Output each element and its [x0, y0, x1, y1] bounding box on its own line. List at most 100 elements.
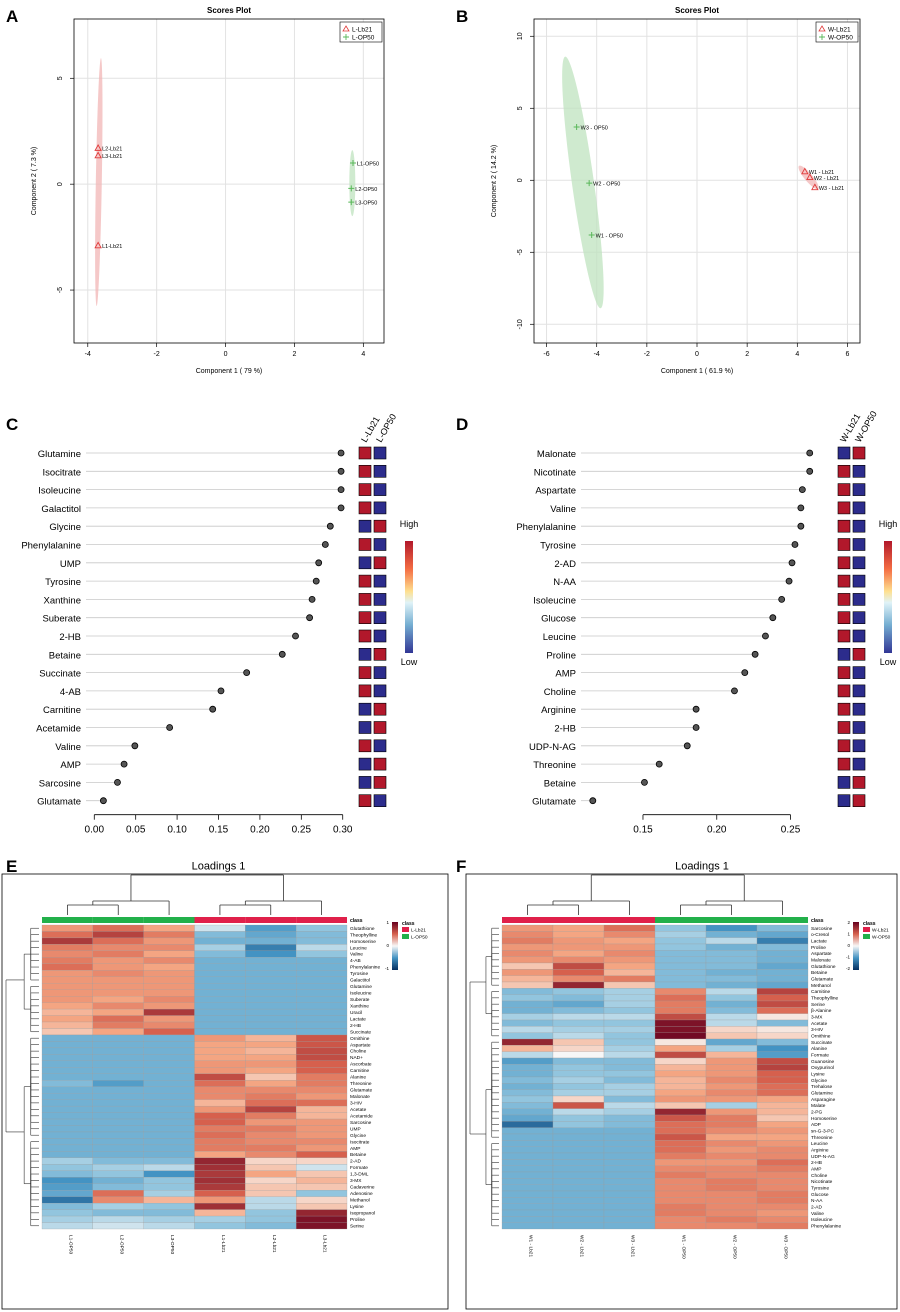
- row-label: Lysine: [811, 1071, 825, 1077]
- heatmap-cell: [501, 1070, 554, 1078]
- x-axis-label: Loadings 1: [675, 861, 729, 873]
- class-cell: [373, 702, 387, 716]
- chart-title: Scores Plot: [675, 6, 719, 15]
- heatmap-cell: [501, 1102, 554, 1109]
- heatmap-cell: [92, 931, 144, 939]
- column-label: W1 - OP50: [681, 1235, 687, 1259]
- heatmap-cell: [552, 1057, 605, 1065]
- heatmap-cell: [92, 970, 144, 977]
- heatmap-cell: [245, 950, 297, 958]
- heatmap-cell: [143, 970, 195, 977]
- heatmap-cell: [92, 1060, 144, 1068]
- heatmap-cell: [245, 1060, 297, 1068]
- heatmap-cell: [603, 1019, 656, 1027]
- row-label: Ornithine: [811, 1033, 831, 1039]
- heatmap-cell: [756, 1070, 809, 1078]
- heatmap-cell: [245, 1118, 297, 1126]
- loading-point: [788, 559, 796, 567]
- scale-low-label: Low: [401, 657, 418, 667]
- x-tick-label: 0.20: [707, 825, 727, 836]
- heatmap-cell: [552, 1216, 605, 1223]
- heatmap-cell: [245, 1015, 297, 1023]
- class-cell: [373, 684, 387, 698]
- data-point-triangle: [94, 144, 102, 151]
- heatmap-cell: [705, 1108, 758, 1116]
- row-label: Threonine: [350, 1081, 372, 1087]
- heatmap-cell: [501, 1007, 554, 1014]
- heatmap-cell: [654, 1190, 707, 1198]
- heatmap-cell: [92, 1196, 144, 1204]
- heatmap-cell: [552, 1114, 605, 1122]
- heatmap-cell: [245, 957, 297, 964]
- row-label: Methanol: [811, 983, 831, 989]
- heatmap-cell: [194, 1118, 246, 1126]
- heatmap-cell: [654, 1127, 707, 1135]
- row-label: ADP: [811, 1122, 821, 1128]
- row-label: Aspartate: [811, 951, 832, 957]
- heatmap-cell: [756, 981, 809, 989]
- class-cell: [358, 538, 372, 551]
- metabolite-label: Aspartate: [535, 486, 576, 497]
- row-label: Methanol: [350, 1198, 370, 1204]
- metabolite-label: Betaine: [544, 778, 576, 789]
- heatmap-cell: [296, 1015, 348, 1023]
- class-cell: [373, 519, 387, 533]
- heatmap-cell: [143, 1002, 195, 1010]
- row-label: Choline: [350, 1049, 367, 1055]
- metabolite-label: UMP: [60, 559, 81, 570]
- metabolite-label: Betaine: [49, 650, 81, 661]
- heatmap-cell: [41, 957, 93, 964]
- heatmap-cell: [654, 1133, 707, 1141]
- heatmap-cell: [756, 1019, 809, 1027]
- heatmap-cell: [296, 1125, 348, 1133]
- heatmap-cell: [92, 950, 144, 958]
- point-label: L2-Lb21: [102, 147, 122, 153]
- heatmap-cell: [92, 937, 144, 945]
- row-label: 2-PG: [811, 1109, 822, 1115]
- heatmap-cell: [41, 1008, 93, 1016]
- data-point-triangle: [806, 173, 814, 181]
- row-label: 3-HIV: [350, 1100, 363, 1106]
- heatmap-cell: [296, 1028, 348, 1036]
- heatmap-cell: [92, 1054, 144, 1061]
- heatmap-cell: [92, 1047, 144, 1055]
- class-cell: [358, 739, 372, 753]
- heatmap-cell: [92, 1222, 144, 1230]
- row-label: Sarcosine: [811, 926, 833, 932]
- class-cell: [373, 666, 387, 679]
- heatmap-cell: [756, 1057, 809, 1065]
- heatmap-cell: [705, 1089, 758, 1097]
- heatmap-cell: [552, 943, 605, 951]
- heatmap-cell: [705, 1203, 758, 1211]
- heatmap-cell: [296, 1138, 348, 1146]
- row-label: Glycine: [350, 1133, 366, 1139]
- column-label: W3 - OP50: [783, 1235, 789, 1259]
- heatmap-cell: [603, 1076, 656, 1084]
- row-label: Tyrosine: [350, 971, 368, 977]
- class-cell: [358, 611, 372, 625]
- row-label: Glutamine: [811, 1090, 833, 1096]
- heatmap-cell: [194, 1209, 246, 1217]
- heatmap-cell: [756, 1146, 809, 1154]
- x-tick-label: 4: [361, 351, 365, 358]
- heatmap-cell: [245, 937, 297, 945]
- heatmap-cell: [92, 1002, 144, 1010]
- heatmap-cell: [756, 937, 809, 945]
- heatmap-cell: [552, 988, 605, 995]
- heatmap-cell: [245, 996, 297, 1003]
- loading-point: [741, 669, 749, 676]
- heatmap-cell: [245, 970, 297, 977]
- heatmap-cell: [552, 1178, 605, 1185]
- heatmap-cell: [501, 1083, 554, 1090]
- heatmap-cell: [296, 944, 348, 951]
- heatmap-cell: [654, 1064, 707, 1071]
- heatmap-cell: [501, 975, 554, 983]
- heatmap-cell: [705, 1190, 758, 1198]
- row-label: Threonine: [811, 1135, 833, 1141]
- heatmap-cell: [143, 931, 195, 939]
- heatmap-cell: [143, 1138, 195, 1146]
- heatmap-cell: [603, 975, 656, 983]
- class-cell: [837, 574, 851, 588]
- loading-point: [337, 504, 345, 512]
